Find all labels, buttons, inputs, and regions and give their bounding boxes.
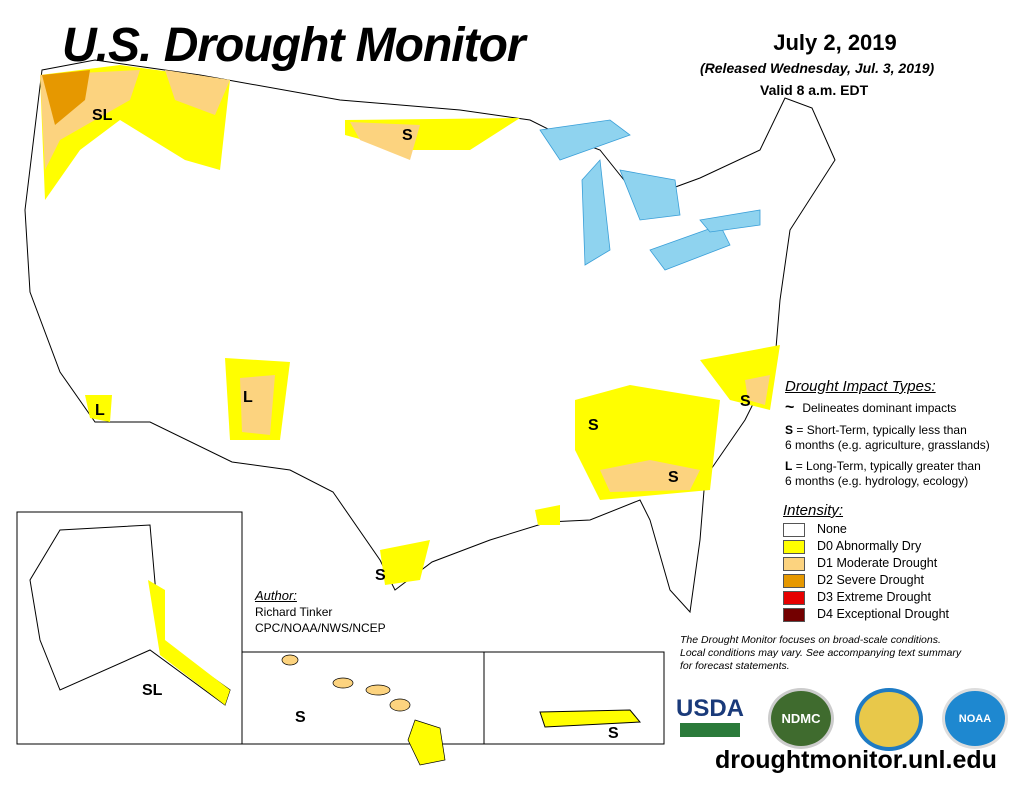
s-text: = Short-Term, typically less than (796, 423, 967, 437)
label-tx: S (375, 567, 386, 584)
label-nm: L (243, 389, 253, 406)
intensity-swatch (783, 522, 805, 537)
hawaii-inset (241, 651, 485, 745)
author-heading: Author: (255, 588, 297, 603)
label-pr: S (608, 725, 619, 742)
website-link[interactable]: droughtmonitor.unl.edu (715, 746, 997, 774)
map-date: July 2, 2019 (773, 30, 897, 55)
label-ms: S (588, 417, 599, 434)
drought-area-d2-washington (42, 70, 90, 125)
drought-area-d1-north-dakota (350, 122, 420, 160)
intensity-swatch (783, 607, 805, 622)
note-line: for forecast statements. (680, 660, 790, 672)
l-key: L (785, 459, 793, 473)
label-wa: SL (92, 107, 113, 124)
great-lakes (539, 119, 761, 271)
ndmc-logo: NDMC (768, 688, 834, 749)
impact-heading: Drought Impact Types: (785, 378, 936, 395)
noaa-logo: NOAA (942, 688, 1008, 749)
drought-area-d1-new-mexico (240, 375, 275, 435)
label-ak: SL (142, 682, 163, 699)
drought-area-d1-idaho (165, 70, 230, 115)
author-name: Richard Tinker (255, 605, 333, 619)
disclaimer-note: The Drought Monitor focuses on broad-sca… (680, 634, 1010, 673)
intensity-label: None (817, 522, 847, 536)
delineates-text: Delineates dominant impacts (802, 401, 957, 415)
s-text2: 6 months (e.g. agriculture, grasslands) (785, 438, 990, 452)
drought-area-d0-texas (380, 540, 430, 585)
author-block: Author: Richard Tinker CPC/NOAA/NWS/NCEP (255, 588, 386, 636)
author-org: CPC/NOAA/NWS/NCEP (255, 621, 386, 635)
tilde-icon: ~ (785, 399, 795, 416)
intensity-swatch (783, 556, 805, 571)
l-text2: 6 months (e.g. hydrology, ecology) (785, 474, 969, 488)
intensity-label: D1 Moderate Drought (817, 556, 938, 570)
release-date: (Released Wednesday, Jul. 3, 2019) (700, 60, 935, 76)
note-line: Local conditions may vary. See accompany… (680, 647, 962, 659)
impact-types-legend: Drought Impact Types: ~ Delineates domina… (785, 378, 1020, 489)
label-hi: S (295, 709, 306, 726)
intensity-item: None (783, 522, 949, 539)
intensity-item: D0 Abnormally Dry (783, 539, 949, 556)
drought-area-d1-georgia (600, 460, 700, 492)
label-ca: L (95, 402, 105, 419)
label-ga: S (668, 469, 679, 486)
intensity-item: D1 Moderate Drought (783, 556, 949, 573)
valid-time: Valid 8 a.m. EDT (760, 82, 869, 98)
intensity-heading: Intensity: (783, 502, 844, 519)
intensity-label: D2 Severe Drought (817, 573, 925, 587)
commerce-seal-logo (855, 688, 923, 751)
drought-area-d1-carolina (745, 375, 770, 405)
page-title: U.S. Drought Monitor (62, 19, 526, 72)
intensity-label: D4 Exceptional Drought (817, 607, 950, 621)
hawaii-islands (281, 654, 446, 766)
label-mn: S (402, 127, 413, 144)
drought-area-alaska (148, 580, 230, 705)
intensity-item: D2 Severe Drought (783, 573, 949, 590)
puerto-rico-inset (483, 651, 665, 745)
label-nc: S (740, 393, 751, 410)
l-text: = Long-Term, typically greater than (795, 459, 981, 473)
intensity-swatch (783, 590, 805, 605)
note-line: The Drought Monitor focuses on broad-sca… (680, 634, 941, 646)
drought-area-d0-california (85, 395, 112, 422)
intensity-item: D3 Extreme Drought (783, 590, 949, 607)
intensity-item: D4 Exceptional Drought (783, 607, 949, 624)
intensity-label: D3 Extreme Drought (817, 590, 931, 604)
s-key: S (785, 423, 794, 437)
drought-area-d0-louisiana (535, 505, 560, 525)
intensity-swatch (783, 539, 805, 554)
intensity-swatch (783, 573, 805, 588)
intensity-legend: Intensity: None D0 Abnormally Dry D1 Moder… (783, 502, 949, 624)
intensity-label: D0 Abnormally Dry (817, 539, 922, 553)
usda-logo: USDA (676, 688, 744, 743)
puerto-rico-outline (539, 709, 642, 728)
